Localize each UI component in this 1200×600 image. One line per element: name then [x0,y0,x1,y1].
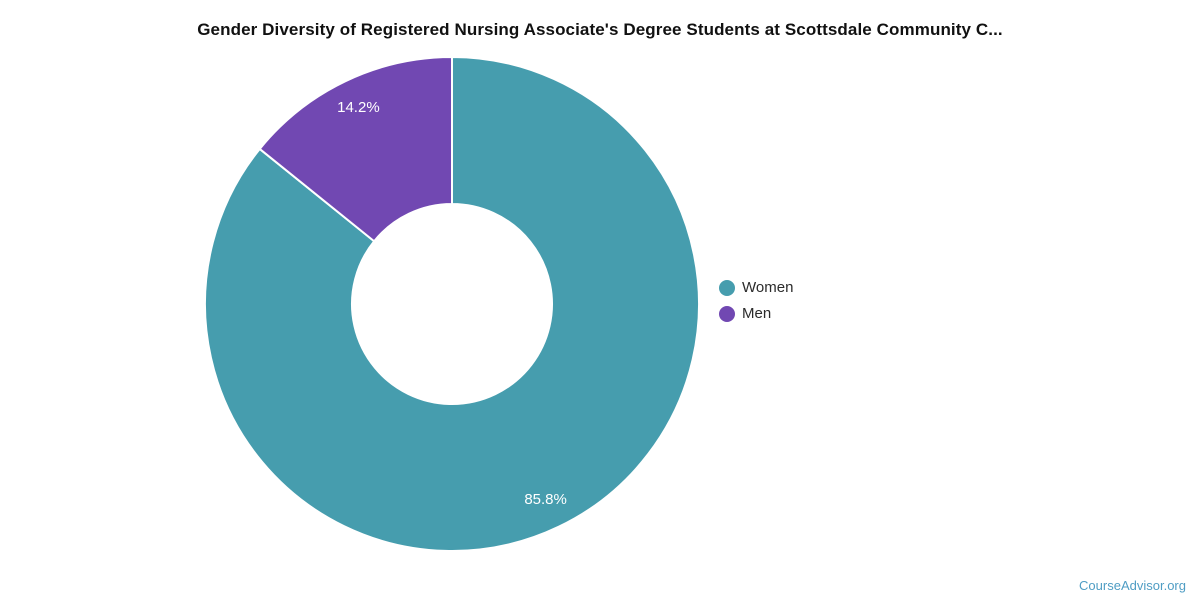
legend-item-women[interactable]: Women [719,278,793,297]
pie-slice-men[interactable] [258,56,453,243]
pie-slice-women[interactable] [204,56,700,552]
slice-label-men: 14.2% [337,99,380,116]
legend-item-men[interactable]: Men [719,304,793,323]
watermark-link[interactable]: CourseAdvisor.org [1079,578,1186,593]
legend-dot-women [719,279,735,296]
legend-label-men: Men [742,305,772,322]
legend-label-women: Women [742,279,794,296]
slice-label-women: 85.8% [524,491,567,508]
legend: Women Men [719,278,793,323]
legend-dot-men [719,305,735,322]
chart-title: Gender Diversity of Registered Nursing A… [197,20,1003,39]
